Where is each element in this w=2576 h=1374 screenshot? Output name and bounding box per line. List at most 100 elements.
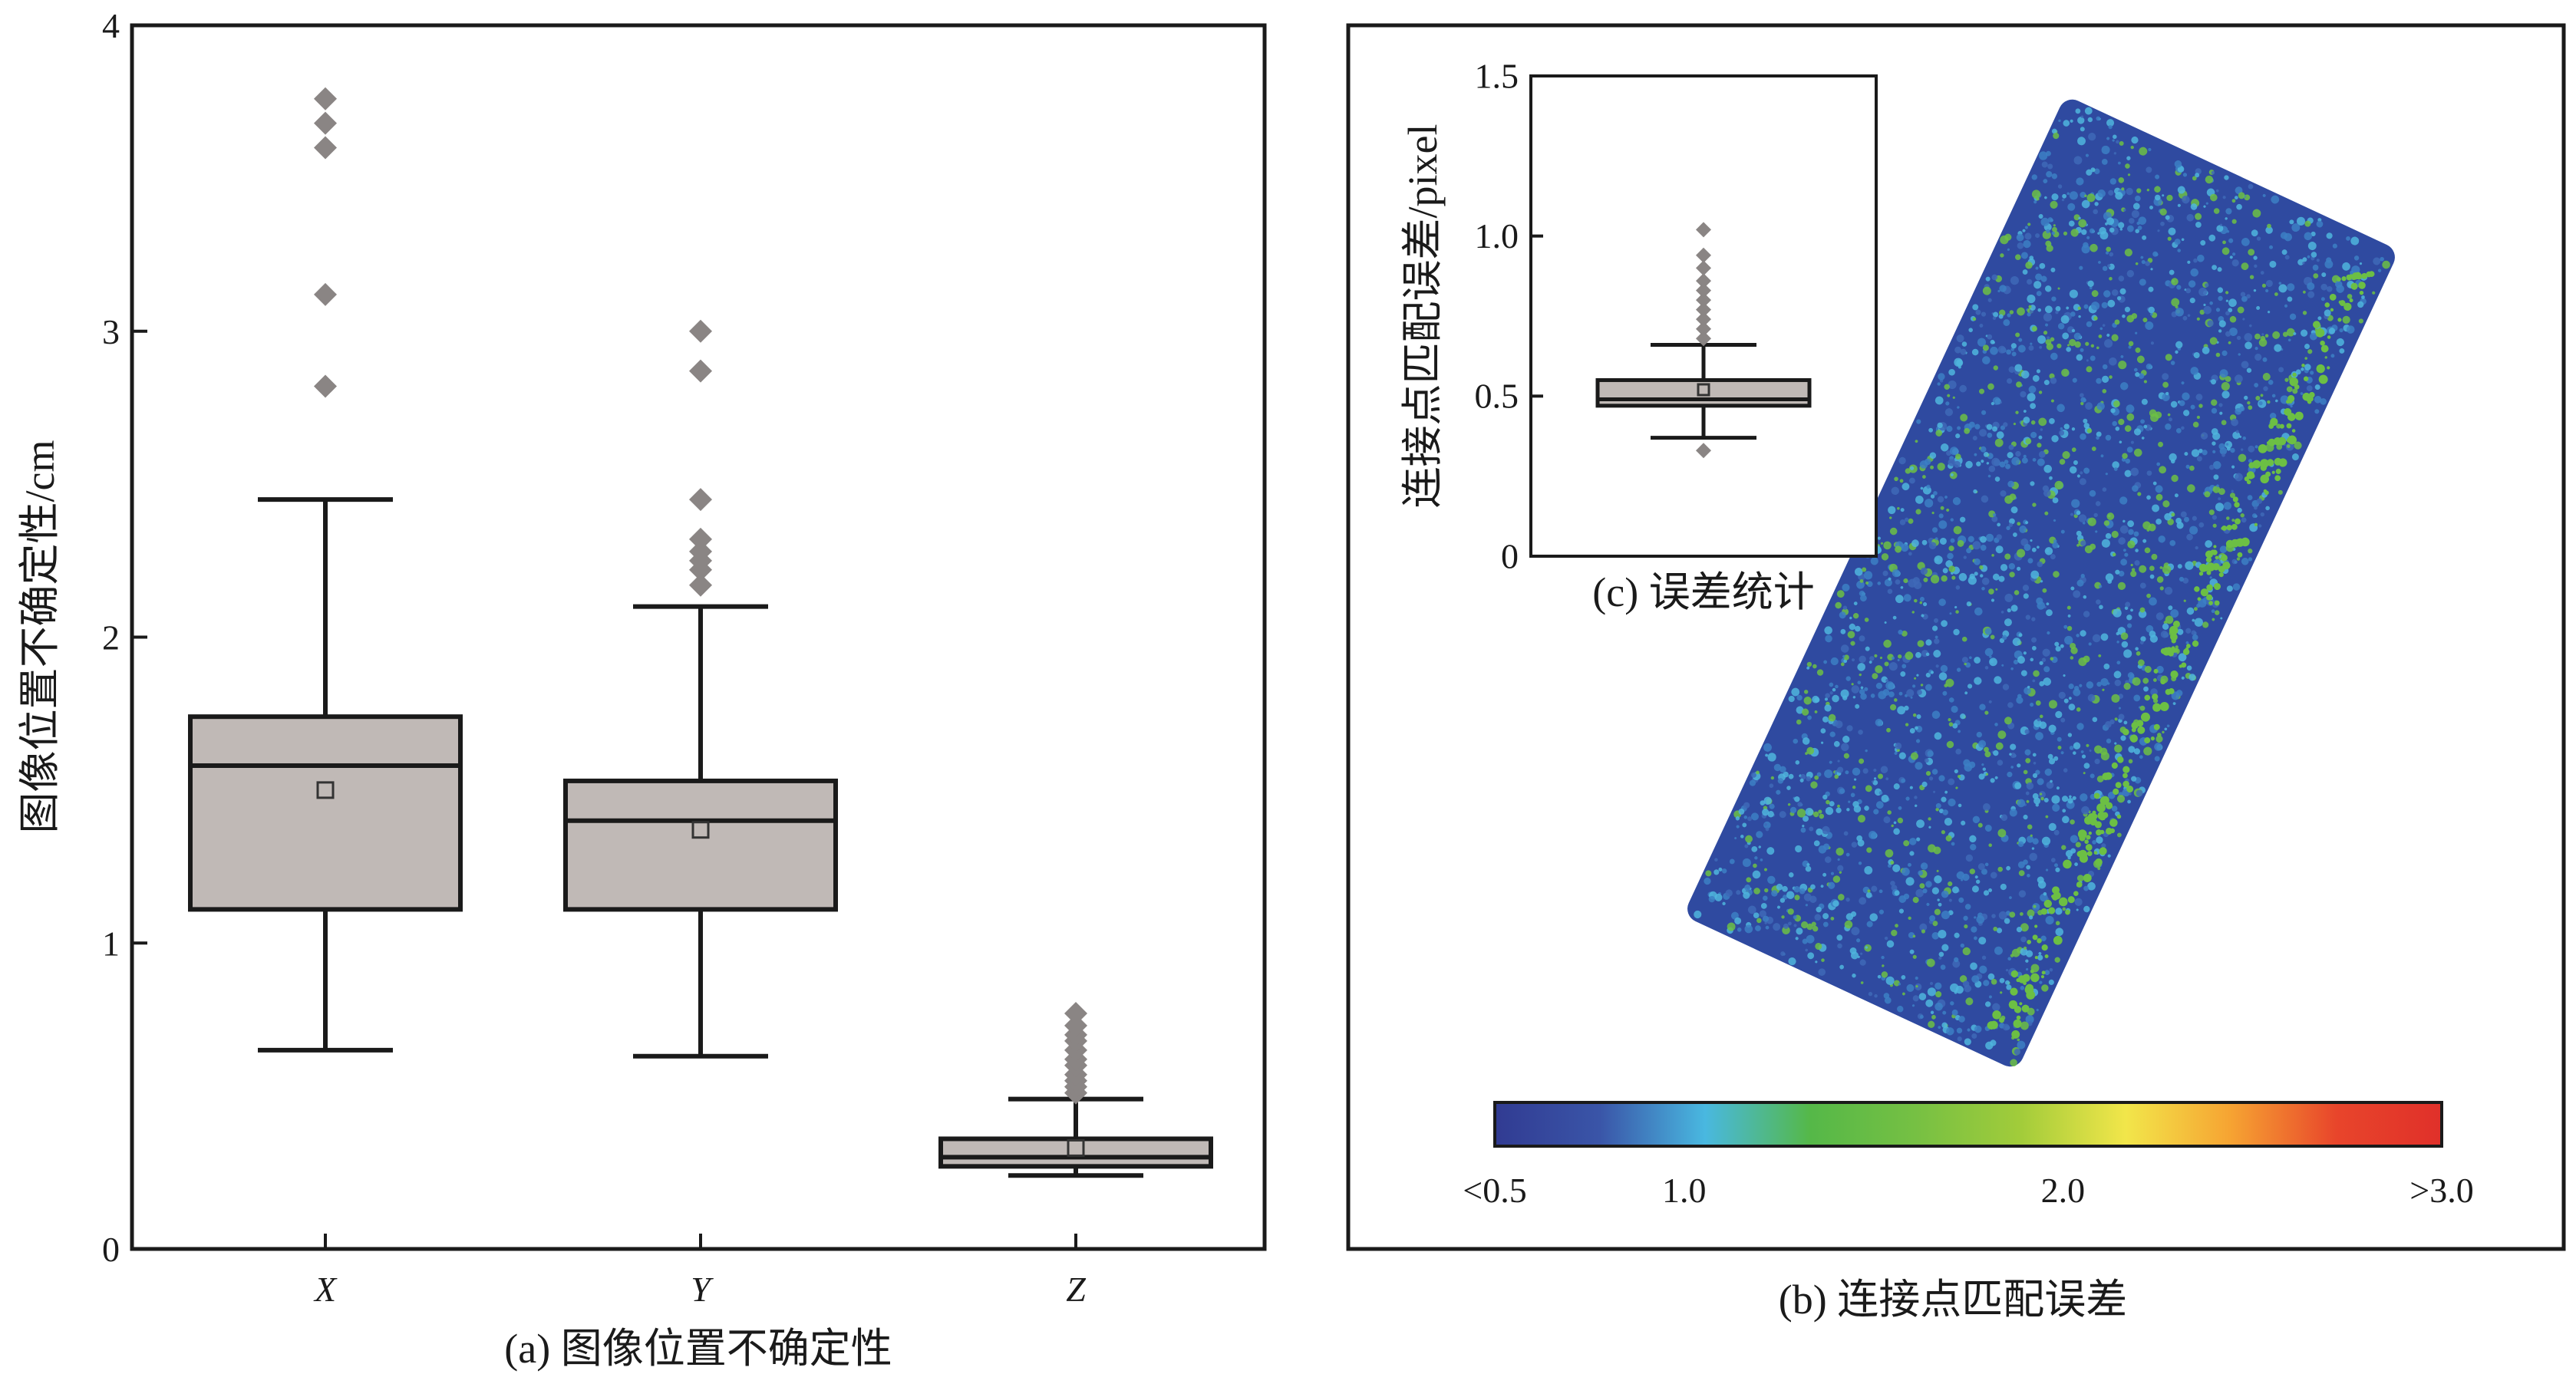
- tie-point: [2025, 262, 2033, 269]
- tie-point: [2255, 395, 2261, 400]
- tie-point: [2165, 423, 2172, 430]
- tie-point: [2057, 322, 2065, 330]
- tie-point: [1941, 890, 1949, 898]
- tie-point: [2146, 593, 2151, 598]
- tie-point: [1875, 682, 1883, 690]
- tie-point: [2035, 803, 2039, 807]
- tie-point: [2186, 213, 2195, 222]
- tie-point: [1860, 952, 1863, 955]
- tie-point: [2160, 679, 2166, 685]
- tie-point: [1859, 635, 1865, 642]
- tie-point: [2281, 249, 2287, 255]
- tie-point: [1857, 680, 1862, 684]
- tie-point: [2089, 543, 2096, 550]
- tie-point: [1915, 888, 1924, 898]
- tie-point: [2009, 493, 2017, 501]
- tie-point: [2093, 209, 2099, 215]
- tie-point: [1859, 655, 1866, 663]
- tie-point: [2254, 347, 2258, 351]
- tie-point: [1936, 869, 1939, 872]
- tie-point: [1955, 610, 1959, 614]
- tie-point: [2081, 199, 2090, 209]
- tie-point: [2117, 161, 2121, 165]
- tie-point: [2169, 625, 2179, 635]
- tie-point: [2105, 802, 2113, 809]
- tie-point: [1816, 669, 1824, 676]
- tie-point: [2080, 540, 2086, 546]
- tie-point: [2016, 381, 2022, 388]
- tie-point: [2124, 249, 2132, 257]
- tie-point: [2246, 367, 2252, 373]
- tie-point: [1747, 816, 1753, 822]
- tie-point: [2301, 364, 2305, 367]
- tie-point: [2040, 908, 2047, 915]
- tie-point: [2046, 602, 2050, 606]
- tie-point: [1971, 975, 1980, 984]
- tie-point: [2102, 265, 2108, 272]
- tie-point: [2182, 173, 2188, 177]
- tie-point-speckles: [1694, 107, 2390, 1067]
- tie-point: [2145, 321, 2154, 330]
- tie-point: [1961, 636, 1967, 642]
- tie-point: [2031, 326, 2037, 332]
- tie-point: [1990, 778, 1995, 783]
- tie-point: [2080, 573, 2085, 578]
- tie-point: [1957, 540, 1964, 547]
- tie-point: [2145, 261, 2150, 266]
- tie-point: [1915, 739, 1921, 743]
- tie-point: [2032, 934, 2038, 941]
- tie-point: [2361, 272, 2368, 279]
- tie-point: [1987, 474, 1991, 478]
- tie-point: [2342, 315, 2350, 324]
- tie-point: [2030, 969, 2035, 974]
- tie-point: [2016, 549, 2026, 558]
- tie-point: [2040, 935, 2047, 941]
- tie-point: [2232, 252, 2236, 256]
- tie-point: [1956, 334, 1964, 343]
- tie-point: [2051, 795, 2060, 804]
- tie-point: [1972, 317, 1977, 321]
- tie-point: [2260, 512, 2265, 517]
- tie-point: [2009, 753, 2012, 756]
- tie-point: [2024, 729, 2030, 734]
- tie-point: [1797, 802, 1803, 807]
- tie-point: [1938, 373, 1945, 381]
- tie-point: [1865, 785, 1872, 792]
- tie-point: [2100, 677, 2109, 687]
- tie-point: [2090, 301, 2100, 311]
- tie-point: [1892, 615, 1897, 620]
- tie-point: [2309, 332, 2317, 341]
- tie-point: [2111, 806, 2118, 812]
- tie-point: [1982, 344, 1989, 351]
- tie-point: [2126, 315, 2135, 323]
- tie-point: [2231, 489, 2234, 493]
- tie-point: [1930, 671, 1934, 674]
- tie-point: [2206, 594, 2213, 601]
- colorbar-tick-label: <0.5: [1463, 1171, 1526, 1210]
- tie-point: [2169, 453, 2177, 462]
- tie-point: [1961, 657, 1968, 664]
- tie-point: [1934, 982, 1942, 990]
- tie-point: [1991, 914, 1996, 918]
- tie-point: [2202, 346, 2210, 354]
- tie-point: [1959, 384, 1967, 393]
- tie-point: [1998, 911, 2007, 920]
- tie-point: [1814, 914, 1822, 921]
- tie-point: [1923, 577, 1928, 582]
- tie-point: [1770, 776, 1775, 780]
- tie-point: [1816, 906, 1822, 913]
- tie-point: [2320, 297, 2325, 301]
- tie-point: [1854, 568, 1863, 576]
- tie-point: [2068, 684, 2074, 690]
- tie-point: [2121, 187, 2125, 191]
- tie-point: [2292, 388, 2298, 394]
- tie-point: [2064, 635, 2073, 645]
- tie-point: [1853, 805, 1862, 813]
- tie-point: [1803, 816, 1809, 822]
- tie-point: [1920, 567, 1928, 575]
- tie-point: [2040, 580, 2043, 583]
- tie-point: [2181, 426, 2185, 430]
- tie-point: [2071, 427, 2076, 431]
- tie-point: [1840, 689, 1849, 698]
- tie-point: [1971, 926, 1977, 933]
